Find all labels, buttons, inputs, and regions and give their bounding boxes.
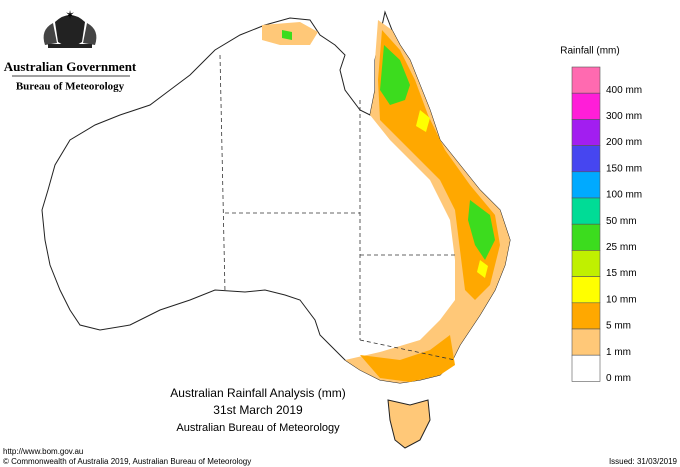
map-date: 31st March 2019 — [213, 403, 303, 417]
legend-swatch — [571, 66, 601, 94]
footer-copyright: © Commonwealth of Australia 2019, Austra… — [3, 457, 251, 466]
government-name: Australian Government — [4, 59, 137, 74]
agency-name: Bureau of Meteorology — [16, 81, 125, 93]
legend-label: 10 mm — [606, 294, 637, 305]
rain-yellow — [416, 110, 488, 278]
legend-swatch — [571, 276, 601, 304]
legend: 400 mm 300 mm 200 mm 150 mm 100 mm 50 mm 25 mm… — [571, 66, 642, 384]
legend-label: 200 mm — [606, 137, 642, 148]
legend-swatch — [571, 302, 601, 330]
legend-label: 1 mm — [606, 347, 631, 358]
map-title: Australian Rainfall Analysis (mm) — [170, 386, 345, 400]
rain-south — [360, 335, 455, 382]
state-borders — [219, 54, 456, 361]
legend-swatch — [571, 250, 601, 277]
legend-label: 50 mm — [606, 216, 637, 227]
tasmania — [387, 399, 431, 449]
legend-label: 15 mm — [606, 268, 637, 279]
legend-label: 25 mm — [606, 242, 637, 253]
legend-swatch — [571, 354, 601, 382]
rain-moderate — [378, 30, 500, 300]
footer-issued: Issued: 31/03/2019 — [609, 457, 678, 466]
legend-label: 400 mm — [606, 85, 642, 96]
map-source: Australian Bureau of Meteorology — [176, 422, 340, 434]
legend-title: Rainfall (mm) — [560, 46, 619, 57]
legend-swatch — [571, 119, 601, 146]
legend-swatch — [571, 328, 601, 356]
australia-map — [41, 10, 511, 449]
legend-swatch — [571, 197, 601, 225]
legend-label: 300 mm — [606, 111, 642, 122]
rain-heavy — [380, 45, 495, 260]
legend-label: 0 mm — [606, 373, 631, 384]
legend-swatch — [571, 223, 601, 251]
legend-label: 5 mm — [606, 321, 631, 332]
footer-url: http://www.bom.gov.au — [3, 447, 83, 456]
legend-label: 150 mm — [606, 163, 642, 174]
legend-label: 100 mm — [606, 190, 642, 201]
legend-swatch — [571, 92, 601, 120]
coat-of-arms: ✶ — [43, 8, 97, 48]
legend-swatch — [571, 171, 601, 199]
legend-swatch — [571, 145, 601, 173]
svg-text:✶: ✶ — [65, 8, 75, 22]
rain-north-core — [282, 30, 292, 40]
